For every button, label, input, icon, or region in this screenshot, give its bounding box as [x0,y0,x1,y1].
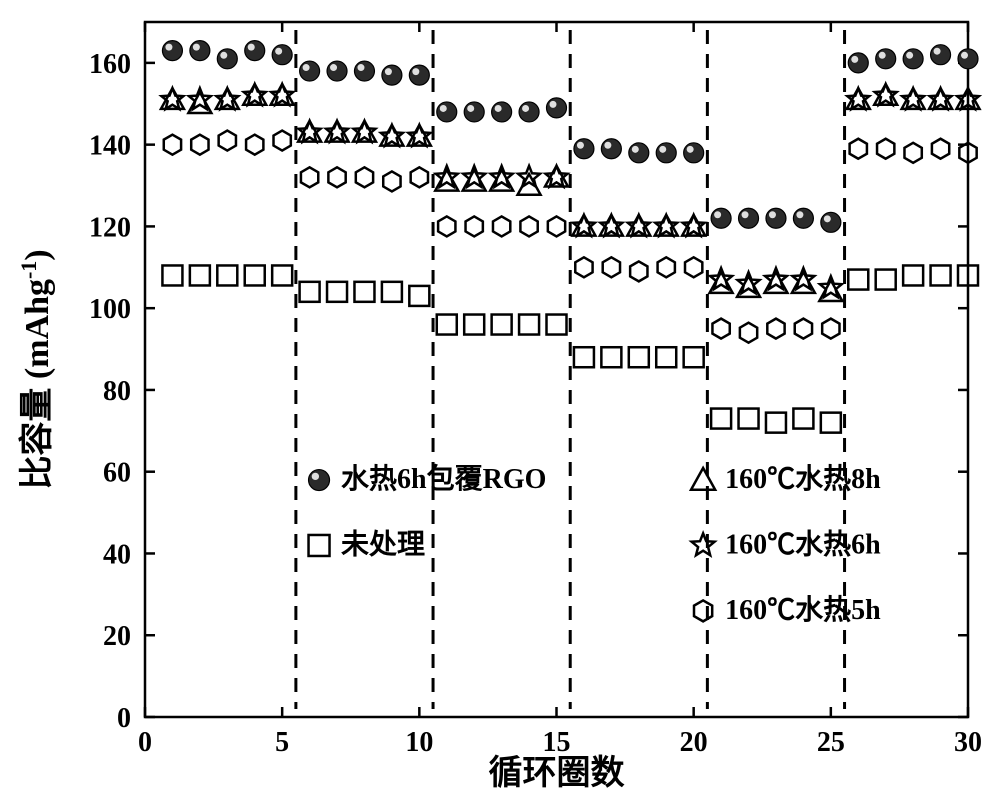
y-tick-label: 80 [103,376,131,407]
legend-label: 水热6h包覆RGO [341,463,546,495]
y-tick-label: 120 [89,212,131,243]
legend-label: 160℃水热5h [725,594,881,626]
y-tick-label: 20 [103,621,131,652]
legend-label: 未处理 [341,528,425,560]
x-tick-label: 15 [543,727,571,758]
y-tick-label: 40 [103,539,131,570]
y-tick-label: 60 [103,458,131,489]
y-tick-label: 160 [89,49,131,80]
x-axis-title: 循环圈数 [489,754,625,792]
y-tick-label: 100 [89,294,131,325]
x-tick-label: 5 [275,727,289,758]
x-tick-label: 0 [138,727,152,758]
x-tick-label: 30 [954,727,982,758]
y-tick-label: 0 [117,703,131,734]
legend-label: 160℃水热6h [725,528,881,560]
legend-label: 160℃水热8h [725,463,881,495]
y-tick-label: 140 [89,131,131,162]
x-tick-label: 20 [680,727,708,758]
capacity-scatter-chart: 0 5 10 15 20 25 30 0 20 40 60 80 100 120 140 160 水热6h包覆R… [0,0,1000,812]
x-tick-label: 10 [405,727,433,758]
x-tick-label: 25 [817,727,845,758]
y-axis-title: 比容量 (mAhg-1) [16,249,57,489]
